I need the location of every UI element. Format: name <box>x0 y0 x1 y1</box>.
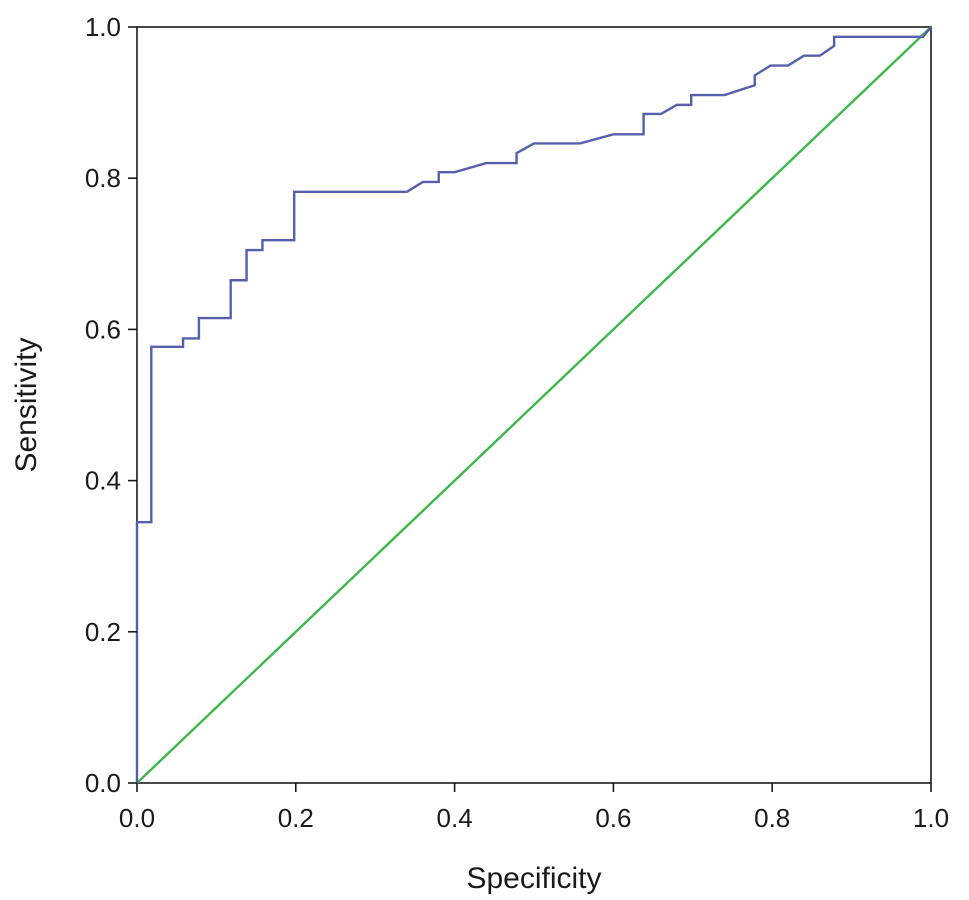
y-tick-label: 0.4 <box>85 466 121 496</box>
reference-diagonal-line <box>136 26 932 784</box>
plot-frame <box>136 26 932 784</box>
y-tick-label: 0.8 <box>85 163 121 193</box>
y-tick-label: 0.6 <box>85 314 121 344</box>
x-tick-label: 0.0 <box>119 803 155 833</box>
y-tick-label: 1.0 <box>85 12 121 42</box>
y-axis-ticks: 0.0 0.2 0.4 0.6 0.8 1.0 <box>85 12 137 798</box>
y-axis-title: Sensitivity <box>10 337 43 472</box>
series-layer <box>135 26 932 784</box>
plot-border <box>136 26 932 784</box>
x-tick-label: 1.0 <box>913 803 949 833</box>
roc-curve-line <box>135 26 932 783</box>
x-tick-label: 0.6 <box>595 803 631 833</box>
x-tick-label: 0.8 <box>754 803 790 833</box>
y-tick-label: 0.0 <box>85 768 121 798</box>
x-tick-label: 0.4 <box>437 803 473 833</box>
x-tick-label: 0.2 <box>278 803 314 833</box>
x-axis-ticks: 0.0 0.2 0.4 0.6 0.8 1.0 <box>119 783 949 833</box>
x-axis-title: Specificity <box>466 862 601 895</box>
y-tick-label: 0.2 <box>85 617 121 647</box>
